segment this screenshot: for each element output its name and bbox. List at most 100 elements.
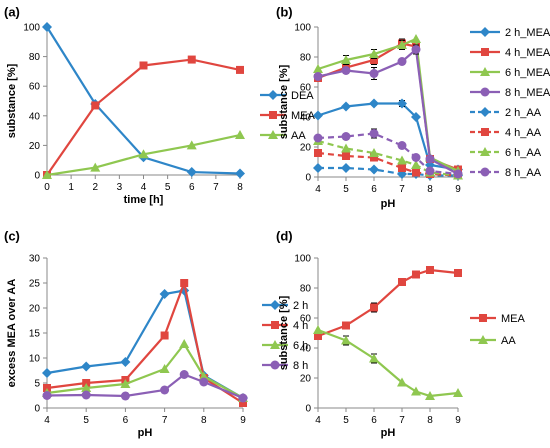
series-line xyxy=(46,373,244,400)
data-point xyxy=(313,163,323,173)
y-tick-label: 20 xyxy=(29,141,41,152)
series-line xyxy=(317,139,459,177)
panel-label: (a) xyxy=(4,4,20,19)
x-tick-label: 1 xyxy=(68,182,74,193)
legend-label: 8 h_MEA xyxy=(505,87,550,99)
data-point xyxy=(411,45,421,54)
legend-entry: 4 h_AA xyxy=(470,127,542,139)
x-tick-label: 8 xyxy=(427,184,433,195)
legend-label: 8 h_AA xyxy=(505,167,542,179)
legend-label: AA xyxy=(501,335,516,347)
legend-swatch-marker xyxy=(268,90,278,100)
legend-entry: 2 h_AA xyxy=(470,107,542,119)
legend-swatch-marker xyxy=(270,300,280,310)
legend-label: 4 h_AA xyxy=(505,127,542,139)
legend-label: MEA xyxy=(501,313,526,325)
legend-label: 6 h_MEA xyxy=(505,67,550,79)
data-point xyxy=(42,22,52,32)
data-point xyxy=(398,278,406,286)
legend-swatch-marker xyxy=(480,67,490,76)
y-tick-label: 0 xyxy=(305,404,311,415)
data-point xyxy=(236,65,244,74)
x-tick-label: 7 xyxy=(399,184,405,195)
data-point xyxy=(369,148,379,157)
data-point xyxy=(412,270,420,279)
y-tick-label: 60 xyxy=(300,314,312,325)
legend-entry: 8 h_AA xyxy=(470,167,542,179)
data-point xyxy=(412,168,420,177)
x-tick-label: 4 xyxy=(141,182,147,193)
y-tick-label: 5 xyxy=(34,379,40,390)
data-point xyxy=(397,155,407,165)
y-tick-label: 80 xyxy=(300,284,312,295)
x-axis-title: time [h] xyxy=(124,194,164,206)
chart-panel-4: (d) 0 20 40 60 80 100 4 5 6 7 8 9 pH substance [%] MEA A… xyxy=(276,228,526,439)
y-axis-title: substance [%] xyxy=(6,63,18,138)
legend-label: 6 h_AA xyxy=(505,147,542,159)
data-point xyxy=(313,325,323,334)
data-point xyxy=(369,164,379,175)
data-point xyxy=(159,364,170,373)
series-MEA xyxy=(314,266,462,340)
x-axis-title: pH xyxy=(138,427,153,439)
data-point xyxy=(314,149,322,157)
series-8-h_AA xyxy=(313,128,463,179)
x-tick-label: 5 xyxy=(83,415,89,426)
panel-label: (d) xyxy=(276,228,293,243)
data-point xyxy=(342,321,350,330)
y-tick-label: 20 xyxy=(300,374,312,385)
data-point xyxy=(81,361,92,372)
data-point xyxy=(139,61,148,70)
legend-entry: 4 h_MEA xyxy=(470,47,550,59)
legend-label: 4 h_MEA xyxy=(505,47,550,59)
data-point xyxy=(198,371,209,381)
data-point xyxy=(313,64,323,73)
x-tick-label: 6 xyxy=(371,184,377,195)
legend-label: 2 h_AA xyxy=(505,107,542,119)
y-tick-label: 10 xyxy=(29,354,41,365)
x-tick-label: 6 xyxy=(371,415,377,426)
legend-swatch-marker xyxy=(271,321,279,329)
legend-entry: 2 h xyxy=(262,300,308,312)
series-line xyxy=(317,37,459,172)
data-point xyxy=(90,162,101,172)
x-tick-label: 6 xyxy=(189,182,195,193)
data-point xyxy=(42,368,52,378)
data-point xyxy=(369,353,379,363)
data-point xyxy=(342,152,350,160)
y-tick-label: 0 xyxy=(305,173,311,184)
data-point xyxy=(120,379,131,388)
data-point xyxy=(411,153,421,162)
y-tick-label: 100 xyxy=(294,254,311,265)
data-point xyxy=(159,289,170,299)
legend-label: 6 h xyxy=(293,340,308,352)
data-point xyxy=(341,163,351,173)
legend-entry: 4 h xyxy=(262,320,308,332)
data-point xyxy=(42,170,52,179)
data-point xyxy=(179,370,189,379)
x-tick-label: 0 xyxy=(44,182,50,193)
data-point xyxy=(313,133,323,143)
legend-label: DEA xyxy=(291,90,314,102)
y-tick-label: 100 xyxy=(294,23,311,34)
data-point xyxy=(120,357,131,367)
data-point xyxy=(180,279,189,287)
data-point xyxy=(454,269,462,277)
series-line xyxy=(317,328,459,398)
y-tick-label: 100 xyxy=(23,23,40,34)
data-point xyxy=(341,55,351,64)
series-line xyxy=(317,268,459,338)
data-point xyxy=(397,377,407,387)
series-8-h_MEA xyxy=(313,44,463,179)
y-tick-label: 40 xyxy=(300,344,312,355)
y-tick-label: 40 xyxy=(300,113,312,124)
legend-entry: 6 h_MEA xyxy=(470,67,550,79)
x-axis-title: pH xyxy=(381,427,396,439)
legend-swatch-marker xyxy=(480,107,490,117)
y-tick-label: 20 xyxy=(300,143,312,154)
series-8-h xyxy=(42,370,248,403)
y-axis-title: substance [%] xyxy=(278,64,290,139)
data-point xyxy=(235,130,245,140)
x-tick-label: 7 xyxy=(399,415,405,426)
